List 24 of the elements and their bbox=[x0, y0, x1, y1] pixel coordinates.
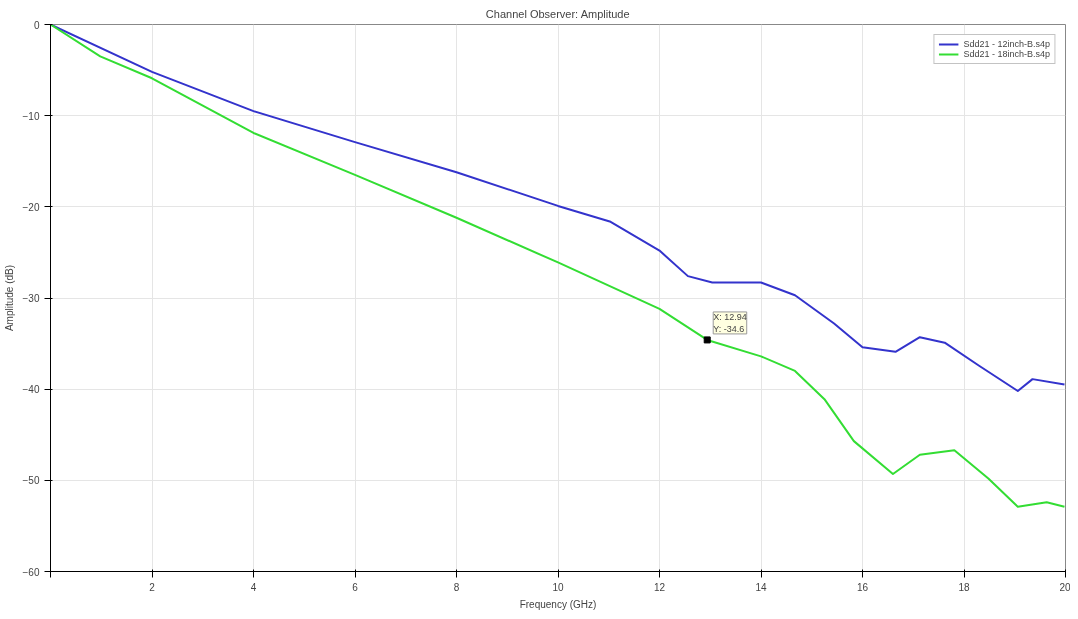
y-axis-title: Amplitude (dB) bbox=[3, 264, 15, 332]
annotation: X: 12.94 Y: -34.6 bbox=[713, 311, 747, 334]
x-tick-label: 6 bbox=[352, 581, 359, 593]
legend-label: Sdd21 - 18inch-B.s4p bbox=[963, 49, 1050, 59]
legend-label: Sdd21 - 12inch-B.s4p bbox=[963, 39, 1050, 49]
y-tick-label: −20 bbox=[22, 201, 40, 213]
line-series bbox=[50, 24, 1066, 508]
x-tick-label: 4 bbox=[250, 581, 257, 593]
chart-title: Channel Observer: Amplitude bbox=[485, 7, 630, 20]
y-tick-label: 0 bbox=[33, 19, 40, 31]
y-tick-label: −10 bbox=[22, 110, 40, 122]
x-axis-title: Frequency (GHz) bbox=[519, 598, 597, 610]
x-tick-label: 12 bbox=[653, 581, 666, 593]
x-tick-label: 16 bbox=[856, 581, 869, 593]
x-tick-label: 10 bbox=[552, 581, 564, 593]
x-tick-label: 2 bbox=[149, 581, 156, 593]
y-tick-label: −40 bbox=[22, 384, 40, 396]
y-tick-label: −30 bbox=[22, 293, 40, 304]
x-tick-label: 18 bbox=[958, 581, 970, 593]
y-tick-label: −50 bbox=[22, 475, 40, 487]
x-tick-label: 8 bbox=[453, 581, 460, 593]
x-tick-label: 14 bbox=[755, 581, 767, 593]
x-tick-label: 20 bbox=[1059, 581, 1071, 593]
y-tick-label: −60 bbox=[22, 566, 40, 578]
